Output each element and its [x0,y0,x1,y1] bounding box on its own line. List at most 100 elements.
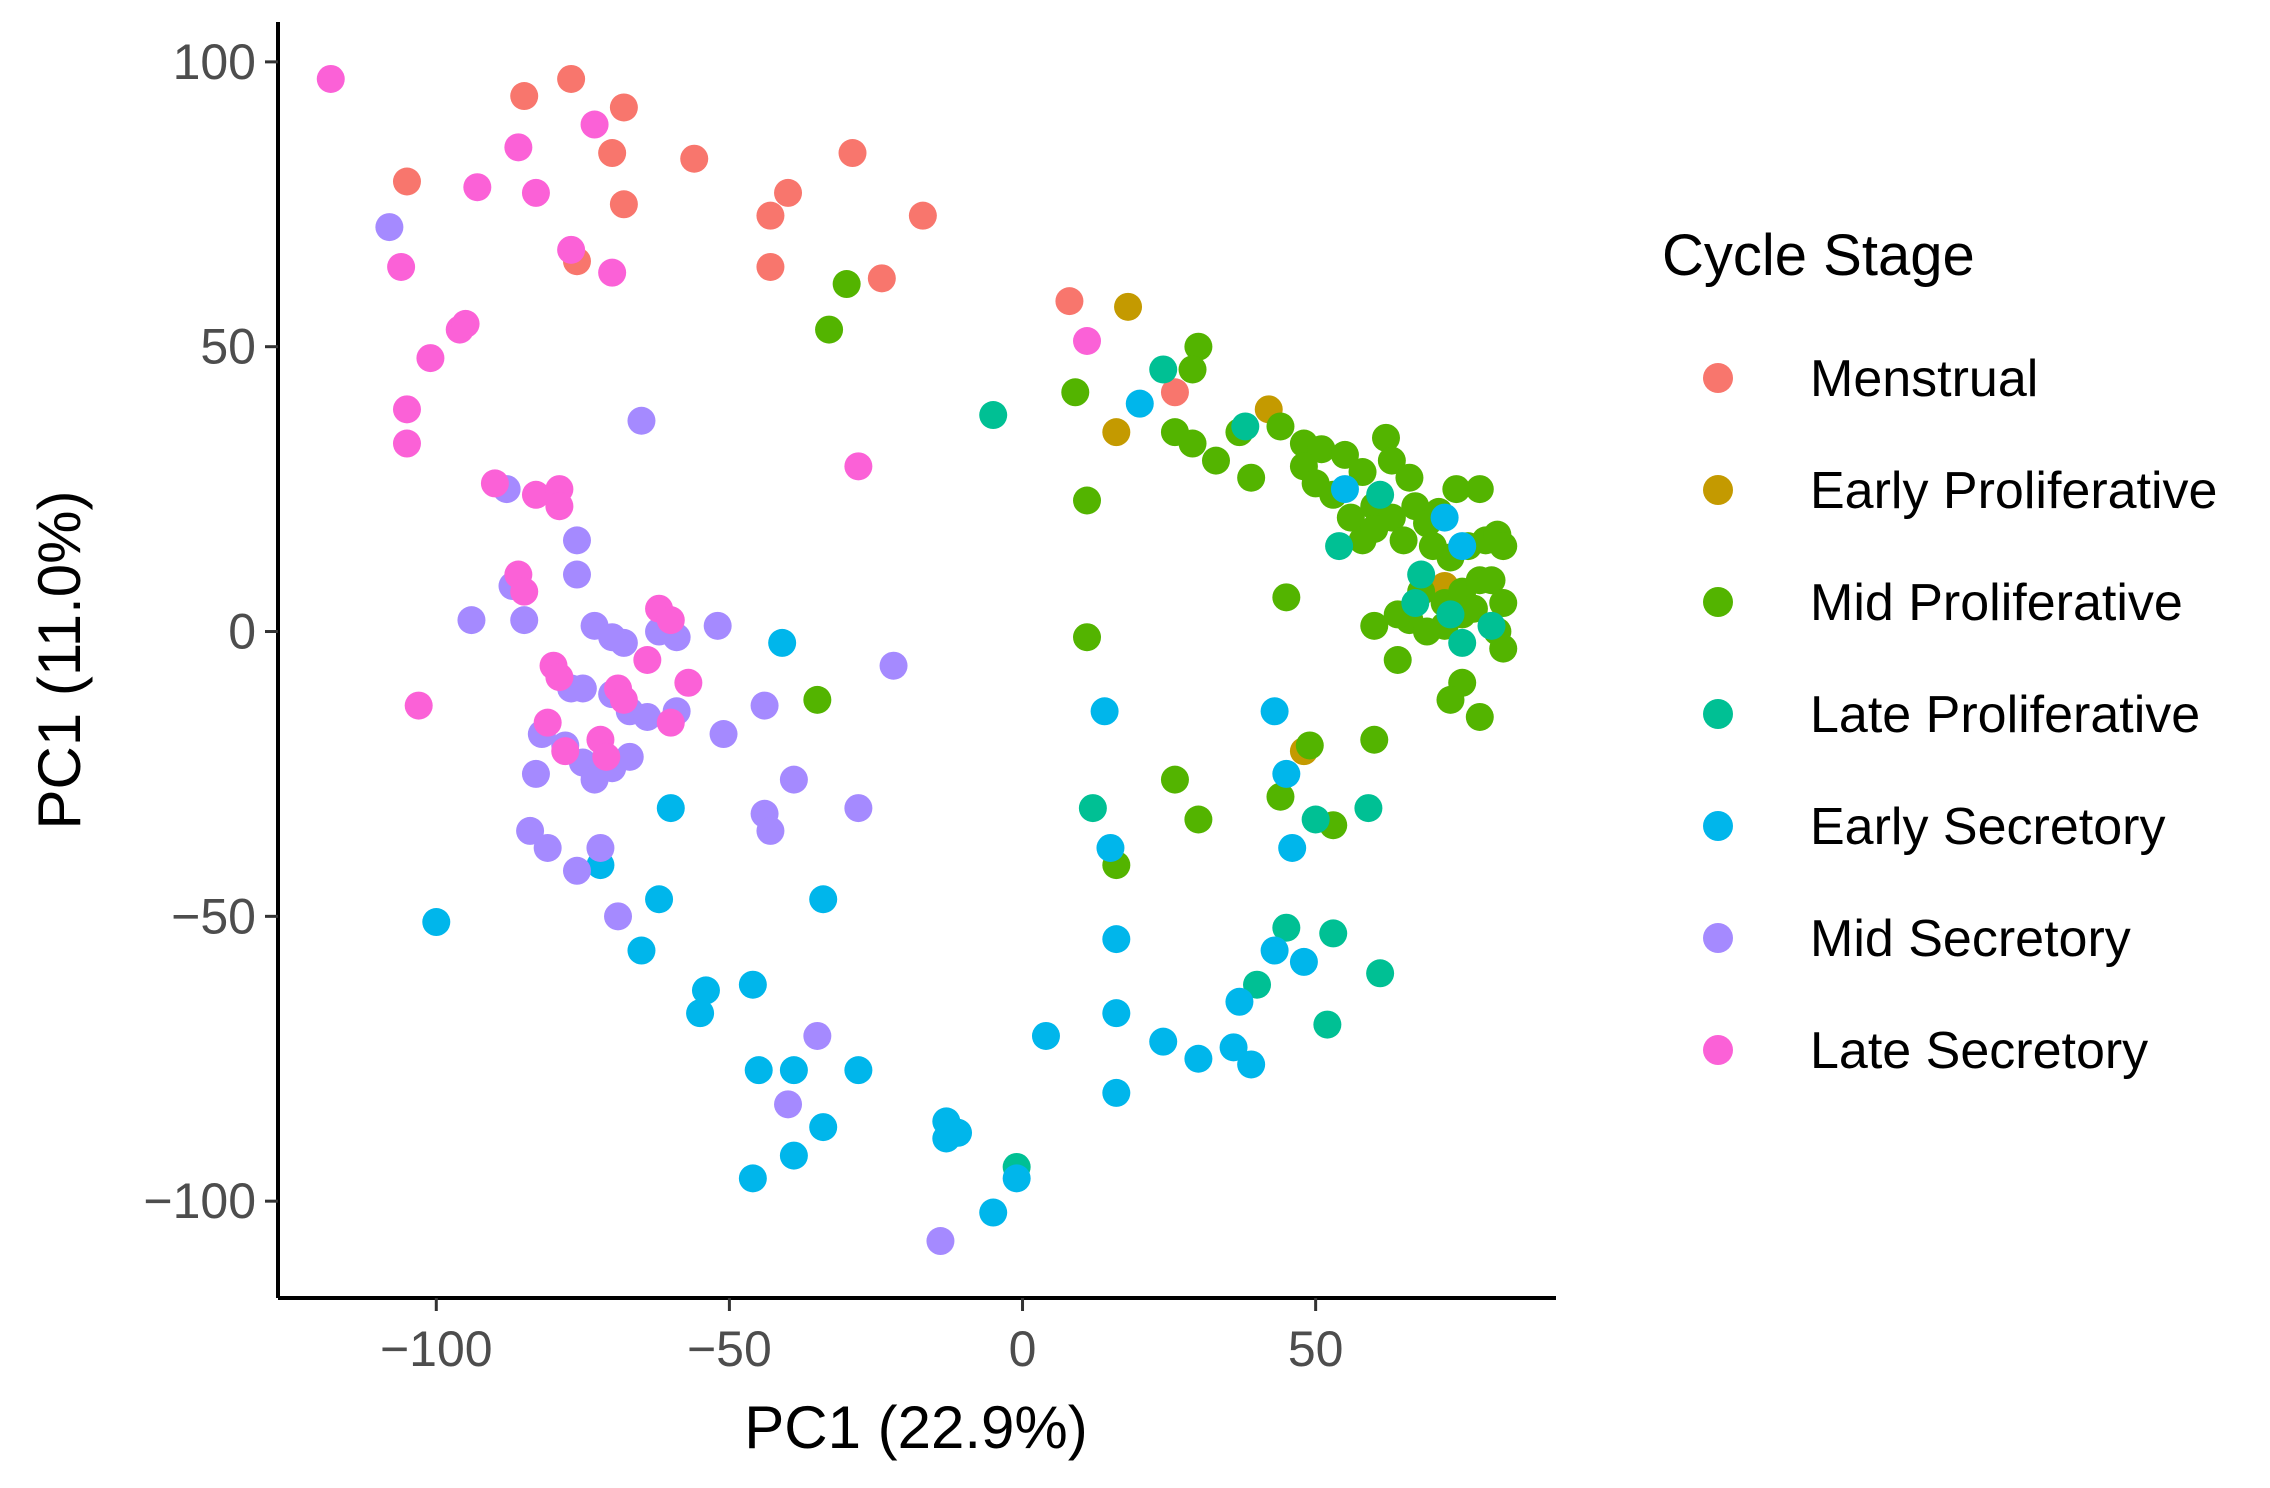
point-mid-secretory [533,833,562,862]
axes-layer [276,22,1556,1300]
point-mid-secretory [803,1021,832,1050]
point-late-secretory [592,742,621,771]
y-tick-label: −50 [171,888,256,944]
x-tick-label: 0 [1009,1321,1037,1377]
point-mid-proliferative [1389,526,1418,555]
point-menstrual [774,178,803,207]
point-early-secretory [627,936,656,965]
point-late-secretory [674,668,703,697]
point-late-proliferative [1354,794,1383,823]
point-mid-secretory [615,742,644,771]
point-mid-proliferative [1371,423,1400,452]
point-mid-proliferative [1442,475,1471,504]
y-tick-label: 50 [200,319,256,375]
point-mid-secretory [633,702,662,731]
point-mid-proliferative [1360,725,1389,754]
point-early-secretory [1090,697,1119,726]
point-late-secretory [451,309,480,338]
point-mid-proliferative [1465,702,1494,731]
point-late-secretory [1073,327,1102,355]
point-early-secretory [809,885,838,914]
legend-label-early-proliferative: Early Proliferative [1810,462,2217,520]
point-early-secretory [944,1118,973,1147]
point-mid-proliferative [1295,731,1324,760]
point-early-secretory [1125,389,1154,418]
point-mid-secretory [609,628,638,657]
legend-items: Menstrual Early Proliferative Mid Prolifer… [1703,350,2217,1080]
point-late-secretory [844,452,873,481]
point-late-secretory [551,737,580,766]
point-early-secretory [656,794,685,823]
x-axis-label: PC1 (22.9%) [744,1394,1087,1461]
point-menstrual [908,201,937,230]
point-late-proliferative [1319,919,1348,948]
point-late-proliferative [1231,412,1260,441]
point-mid-proliferative [815,315,844,344]
point-menstrual [867,264,896,293]
point-mid-secretory [756,816,785,845]
point-early-secretory [738,970,767,999]
point-early-secretory [744,1056,773,1085]
point-early-secretory [1260,936,1289,965]
point-mid-proliferative [1266,412,1295,441]
point-mid-proliferative [1348,458,1377,487]
point-mid-proliferative [1178,429,1207,458]
point-mid-proliferative [1073,623,1102,652]
point-mid-proliferative [1436,685,1465,714]
point-late-proliferative [1078,794,1107,823]
point-late-proliferative [979,401,1008,430]
point-mid-proliferative [1360,514,1389,543]
legend: Cycle Stage Menstrual Early Proliferative… [1662,223,2217,1080]
point-mid-proliferative [1307,435,1336,464]
point-early-secretory [768,628,797,657]
legend-key-early-proliferative [1703,475,1733,505]
point-mid-proliferative [1465,475,1494,504]
point-mid-secretory [568,674,597,703]
point-menstrual [680,144,709,173]
point-early-proliferative [1114,292,1143,321]
point-mid-secretory [586,833,615,862]
point-mid-proliferative [1360,611,1389,640]
legend-key-late-proliferative [1703,699,1733,729]
point-early-secretory [1219,1033,1248,1062]
legend-label-menstrual: Menstrual [1810,350,2038,408]
point-late-secretory [504,133,533,162]
point-mid-proliferative [1459,594,1488,623]
point-mid-proliferative [1489,532,1518,561]
point-mid-secretory [604,902,633,931]
point-early-secretory [1102,925,1131,954]
point-mid-secretory [879,651,908,680]
x-tick-label: −100 [380,1321,493,1377]
point-mid-proliferative [1395,463,1424,492]
point-early-secretory [686,999,715,1028]
point-late-proliferative [1301,805,1330,834]
point-mid-proliferative [803,685,832,714]
point-late-proliferative [1366,959,1395,988]
point-menstrual [510,82,539,111]
x-tick-label: 50 [1288,1321,1344,1377]
point-early-secretory [1278,833,1307,862]
point-late-proliferative [1366,480,1395,509]
point-late-proliferative [1401,589,1430,618]
point-late-proliferative [1436,600,1465,629]
point-mid-proliferative [1477,566,1506,595]
point-late-secretory [598,258,627,287]
point-mid-secretory [709,720,738,749]
point-mid-secretory [516,816,545,845]
point-menstrual [392,167,421,196]
point-menstrual [609,93,638,122]
point-early-secretory [844,1056,873,1085]
y-tick-label: −100 [143,1173,256,1229]
point-early-secretory [738,1164,767,1193]
legend-key-late-secretory [1703,1035,1733,1065]
point-mid-secretory [627,406,656,435]
point-mid-proliferative [1489,589,1518,618]
point-late-secretory [404,691,433,720]
point-early-secretory [1260,697,1289,726]
legend-label-late-proliferative: Late Proliferative [1810,686,2200,744]
point-late-secretory [533,708,562,737]
point-early-secretory [1289,947,1318,976]
y-axis-label: PC1 (11.0%) [26,490,93,829]
point-mid-proliferative [1383,646,1412,674]
point-late-secretory [656,708,685,737]
